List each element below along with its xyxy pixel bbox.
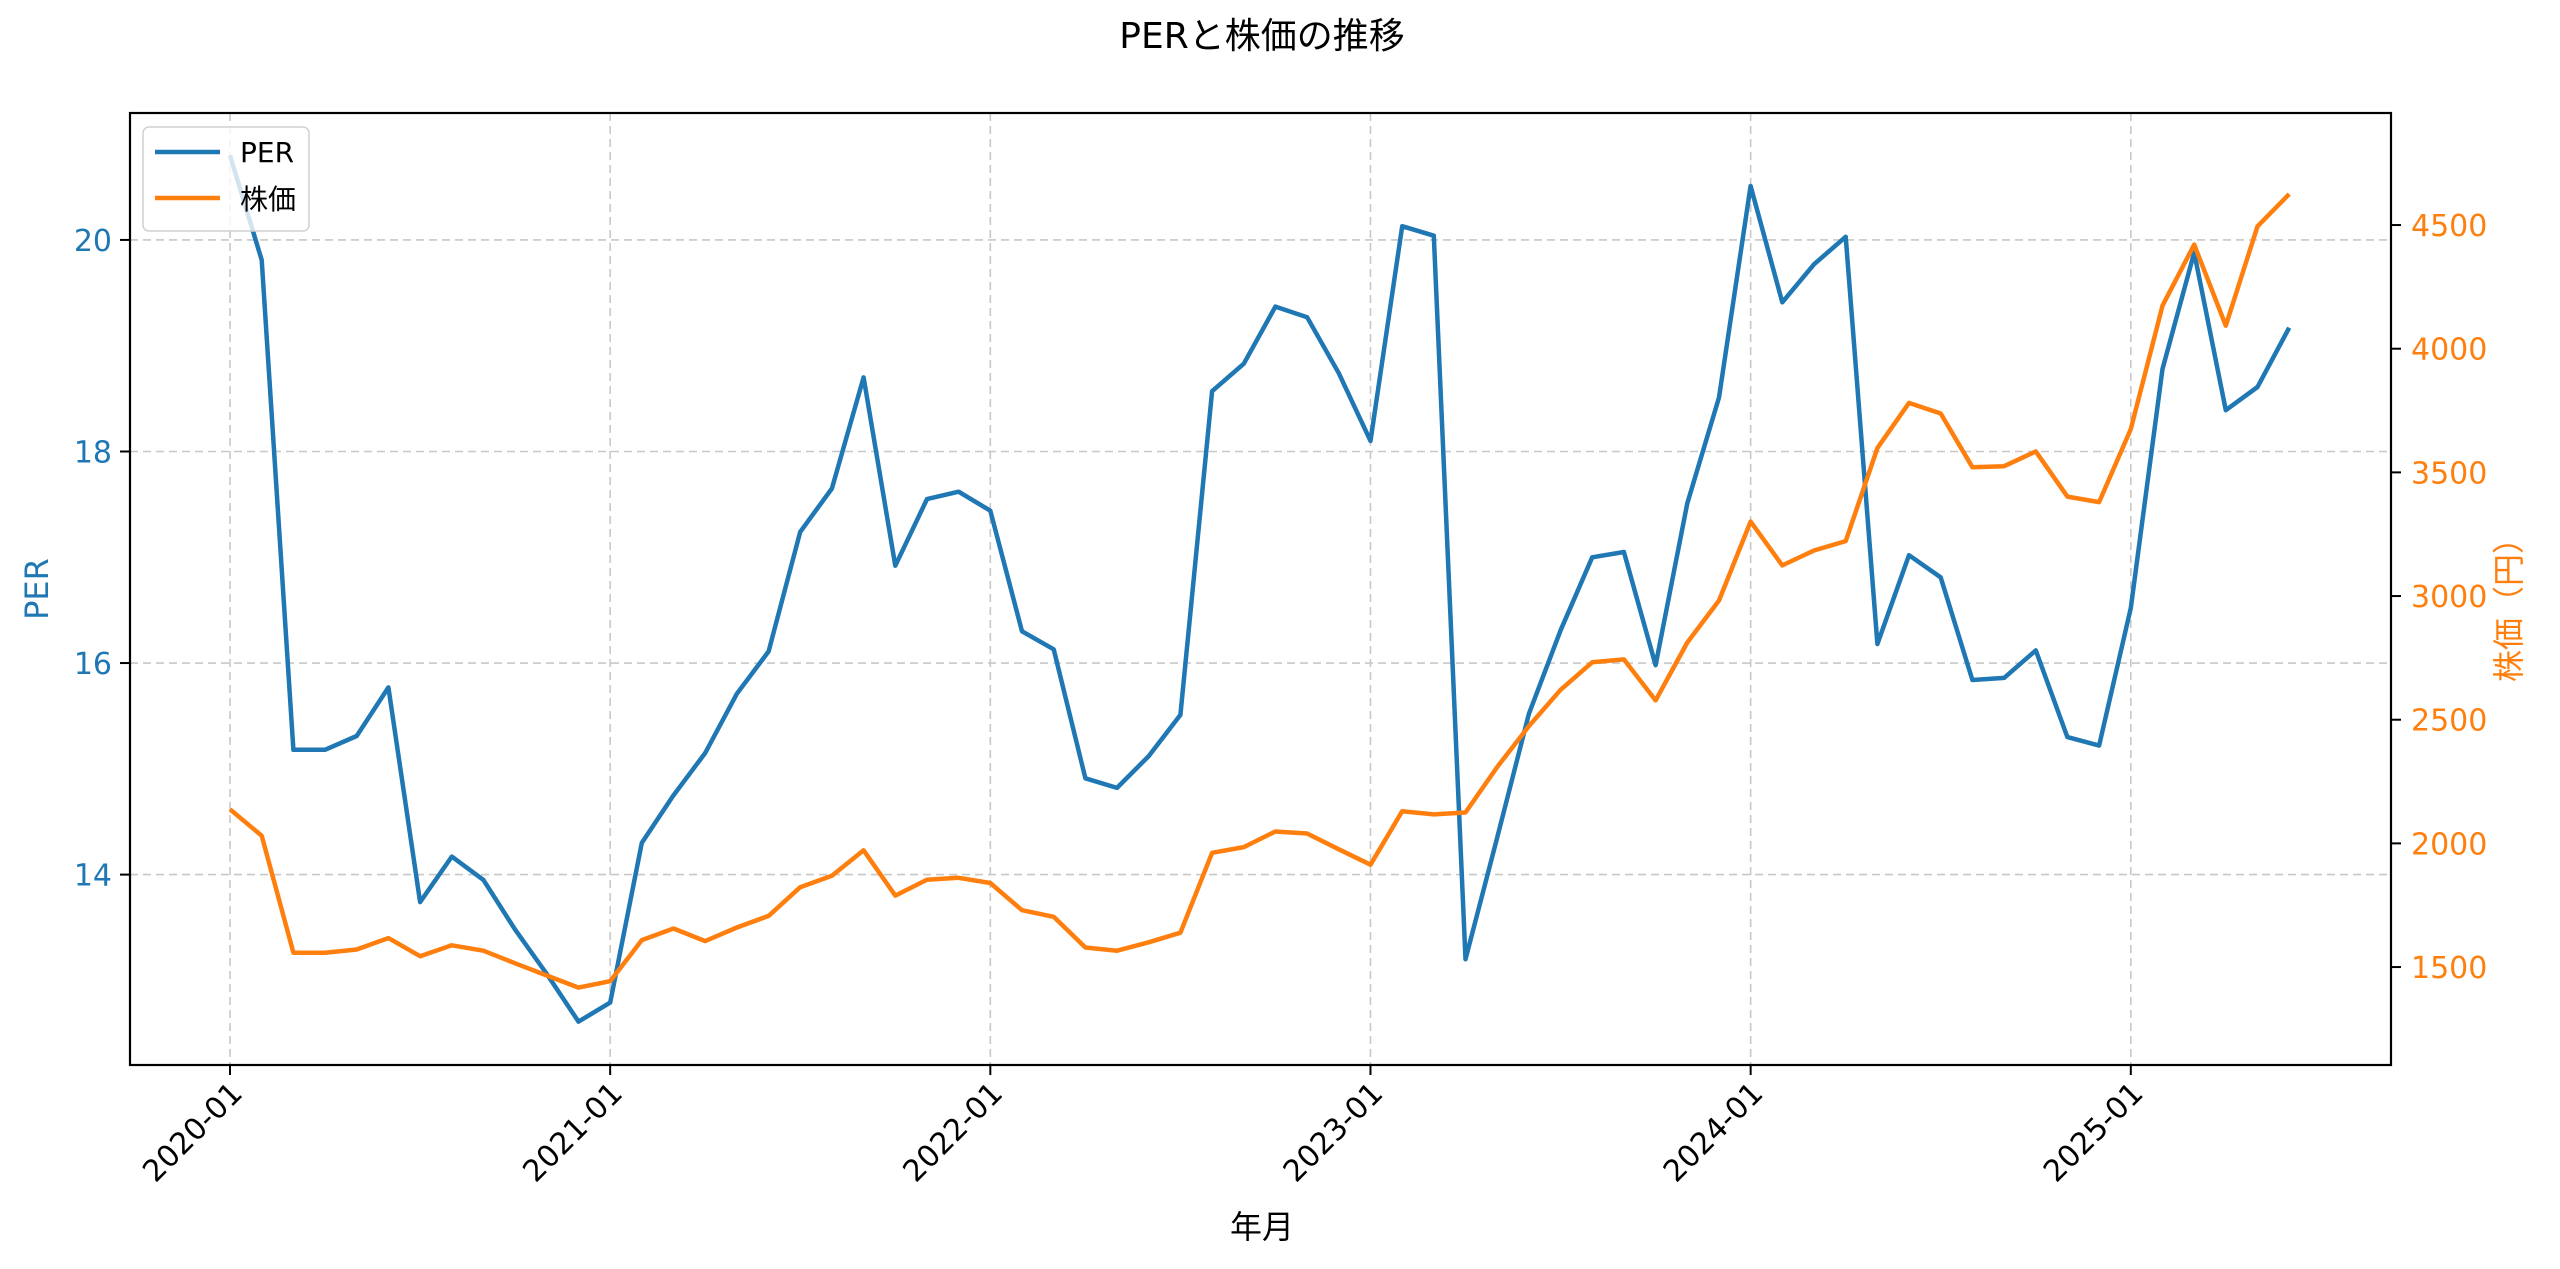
plot-area-frame	[128, 111, 2393, 1067]
x-tick-label: 2025-01	[2037, 1076, 2150, 1189]
x-tick-label: 2021-01	[516, 1076, 629, 1189]
y-tick-label-left: 20	[74, 224, 112, 259]
y-tick-label-left: 18	[74, 435, 112, 470]
x-axis-label: 年月	[1230, 1208, 1294, 1246]
right-y-axis: 1500 2000 2500 3000 3500 4000 4500	[2391, 209, 2487, 986]
y-tick-label-right: 3000	[2411, 580, 2487, 615]
y-axis-label-left: PER	[18, 558, 56, 620]
y-tick-label-right: 3500	[2411, 456, 2487, 491]
y-tick-label-right: 2000	[2411, 827, 2487, 862]
price-line	[228, 192, 2291, 990]
x-axis: 2020-01 2021-01 2022-01 2023-01 2024-01 2025-…	[136, 1065, 2150, 1189]
x-tick-label: 2023-01	[1277, 1076, 1390, 1189]
y-tick-label-right: 2500	[2411, 704, 2487, 739]
per-line	[227, 154, 2292, 1024]
x-tick-label: 2024-01	[1657, 1076, 1770, 1189]
grid-lines	[130, 113, 2391, 1065]
y-tick-label-left: 14	[74, 859, 112, 894]
chart-title: PERと株価の推移	[1119, 16, 1404, 57]
legend: PER 株価	[142, 126, 310, 232]
legend-label-price: 株価	[240, 183, 296, 216]
y-axis-label-right: 株価（円）	[2490, 522, 2528, 682]
legend-label-per: PER	[240, 136, 294, 169]
series-lines	[227, 154, 2292, 1024]
x-tick-label: 2022-01	[897, 1076, 1010, 1189]
y-tick-label-right: 1500	[2411, 951, 2487, 986]
x-tick-label: 2020-01	[136, 1076, 249, 1189]
left-y-axis: 14 16 18 20	[74, 224, 130, 894]
y-tick-label-right: 4000	[2411, 333, 2487, 368]
y-tick-label-left: 16	[74, 647, 112, 682]
y-tick-label-right: 4500	[2411, 209, 2487, 244]
